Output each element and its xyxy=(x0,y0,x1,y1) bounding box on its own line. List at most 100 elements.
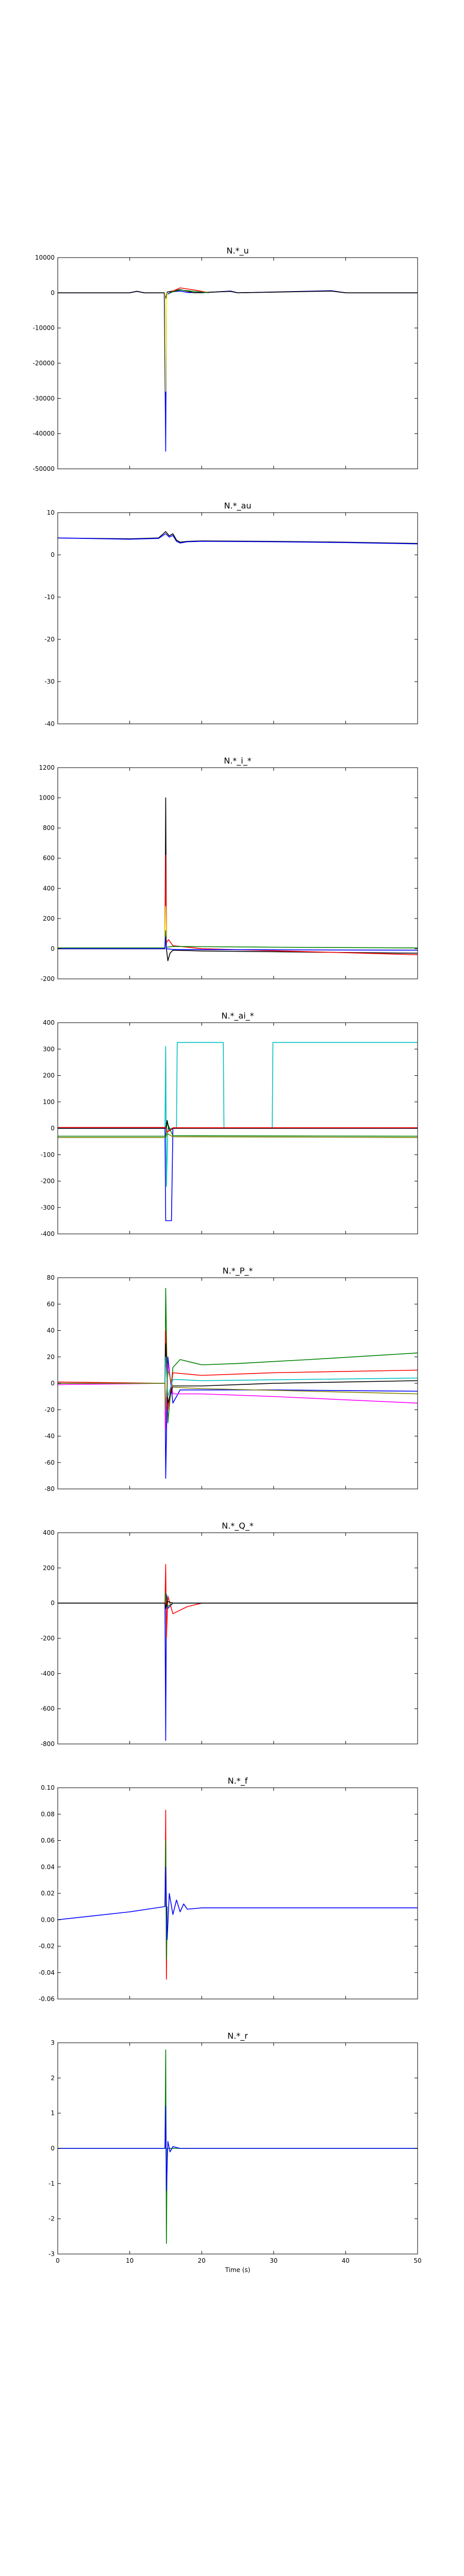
y-tick-label: 400 xyxy=(43,1019,55,1026)
y-tick-label: -60 xyxy=(44,1459,55,1466)
y-tick-label: 0.00 xyxy=(41,1916,55,1923)
y-tick-label: 20 xyxy=(47,1353,55,1361)
x-tick-label: 50 xyxy=(413,2257,421,2264)
y-tick-label: 80 xyxy=(47,1274,55,1281)
y-tick-label: 200 xyxy=(43,1072,55,1079)
series-line-1 xyxy=(58,1042,418,1187)
y-tick-label: -200 xyxy=(41,1635,55,1642)
series-line-1 xyxy=(58,1594,418,1741)
y-tick-label: 2 xyxy=(51,2074,55,2081)
y-tick-label: 800 xyxy=(43,824,55,832)
series-group xyxy=(58,531,418,545)
series-line-5 xyxy=(58,936,418,951)
subplot-2: N.*_au 10 0 -10 -20 -30 -40 xyxy=(44,501,418,727)
y-tick-label: -100 xyxy=(41,1151,55,1158)
subplot-5: N.*_P_* 80 60 40 20 0 -20 -40 -60 -80 xyxy=(44,1266,418,1493)
y-tick-label: -30000 xyxy=(32,395,55,402)
x-tick-label: 10 xyxy=(126,2257,134,2264)
plot-frame xyxy=(57,1532,418,1744)
series-line-2 xyxy=(58,2106,418,2191)
y-tick-label: -1 xyxy=(48,2180,55,2187)
y-tick-label: 1000 xyxy=(39,794,55,802)
series-group xyxy=(58,2049,418,2244)
subplot-title: N.*_u xyxy=(226,246,248,256)
y-tick-label: 100 xyxy=(43,1098,55,1106)
subplot-7: N.*_f 0.10 0.08 0.06 0.04 0.02 0.00 -0.02 -0.04 -… xyxy=(39,1776,418,2003)
y-tick-label: -30 xyxy=(44,678,55,685)
series-line-4 xyxy=(169,287,209,294)
plot-frame xyxy=(57,767,418,979)
y-tick-label: 3 xyxy=(51,2039,55,2046)
series-line-5 xyxy=(169,290,209,294)
y-tick-label: 40 xyxy=(47,1327,55,1334)
plot-frame xyxy=(57,512,418,724)
series-line-2 xyxy=(58,1128,418,1222)
series-line-2 xyxy=(58,1564,418,1639)
y-tick-label: -400 xyxy=(41,1670,55,1677)
y-tick-label: 1 xyxy=(51,2110,55,2117)
y-tick-label: -0.06 xyxy=(39,1995,55,2003)
y-tick-label: 0.06 xyxy=(41,1837,55,1844)
series-line-5 xyxy=(58,1120,418,1131)
series-line-1 xyxy=(58,290,418,452)
y-tick-label: -200 xyxy=(41,1178,55,1185)
y-tick-label: 0 xyxy=(51,945,55,952)
y-tick-label: 0 xyxy=(51,1125,55,1132)
subplot-title: N.*_i_* xyxy=(224,756,252,766)
series-line-1 xyxy=(58,797,418,961)
series-line-3 xyxy=(164,293,168,392)
series-line-7 xyxy=(58,1369,418,1411)
y-tick-label: 10000 xyxy=(35,254,55,261)
y-tick-label: -400 xyxy=(41,1230,55,1238)
y-tick-label: -80 xyxy=(44,1485,55,1493)
series-line-1 xyxy=(58,2049,418,2244)
y-tick-label: -2 xyxy=(48,2215,55,2223)
subplot-title: N.*_Q_* xyxy=(222,1521,254,1531)
y-tick-label: 0.08 xyxy=(41,1810,55,1818)
series-line-4 xyxy=(58,1601,418,1609)
subplot-3: N.*_i_* 1200 1000 800 600 400 200 0 -200 xyxy=(39,756,418,982)
subplot-title: N.*_au xyxy=(224,501,252,511)
y-tick-label: -20000 xyxy=(32,360,55,367)
series-line-6 xyxy=(58,1127,418,1133)
subplot-1: N.*_u 10000 0 -10000 -20000 -30000 -40000 -5000… xyxy=(32,246,418,472)
y-tick-label: 400 xyxy=(43,885,55,892)
series-group xyxy=(58,797,418,961)
y-tick-label: 10 xyxy=(47,509,55,516)
subplot-6: N.*_Q_* 400 200 0 -200 -400 -600 -800 xyxy=(41,1521,418,1748)
y-tick-label: 600 xyxy=(43,855,55,862)
series-line-4 xyxy=(58,1122,418,1137)
y-tick-label: 200 xyxy=(43,1564,55,1571)
series-line-3 xyxy=(58,1592,418,1607)
y-tick-label: 0 xyxy=(51,2145,55,2152)
y-tick-label: 0 xyxy=(51,1380,55,1387)
y-tick-label: 0.10 xyxy=(41,1784,55,1791)
x-tick-label: 0 xyxy=(56,2257,60,2264)
y-tick-label: -40000 xyxy=(32,430,55,437)
series-group xyxy=(58,1287,418,1479)
y-tick-label: 300 xyxy=(43,1045,55,1053)
series-group xyxy=(58,1564,418,1741)
series-line-2 xyxy=(58,533,418,545)
x-axis-label: Time (s) xyxy=(225,2266,251,2274)
y-tick-label: 400 xyxy=(43,1529,55,1536)
y-tick-label: -800 xyxy=(41,1740,55,1748)
series-line-4 xyxy=(58,1363,418,1430)
plot-frame xyxy=(57,257,418,469)
series-line-2 xyxy=(58,1356,418,1479)
y-tick-label: 0.04 xyxy=(41,1863,55,1871)
series-group xyxy=(58,1809,418,1980)
y-tick-label: 0 xyxy=(51,1600,55,1607)
series-line-2 xyxy=(58,289,418,299)
x-tick-label: 20 xyxy=(198,2257,206,2264)
series-line-4 xyxy=(58,930,418,948)
y-tick-label: -600 xyxy=(41,1705,55,1713)
subplot-title: N.*_r xyxy=(227,2031,248,2041)
subplot-4: N.*_ai_* 400 300 200 100 0 -100 -200 -300 -400 xyxy=(41,1011,418,1238)
y-tick-label: 60 xyxy=(47,1300,55,1308)
y-tick-label: -40 xyxy=(44,1433,55,1440)
series-line-1 xyxy=(58,1287,418,1423)
y-tick-label: -3 xyxy=(48,2250,55,2258)
